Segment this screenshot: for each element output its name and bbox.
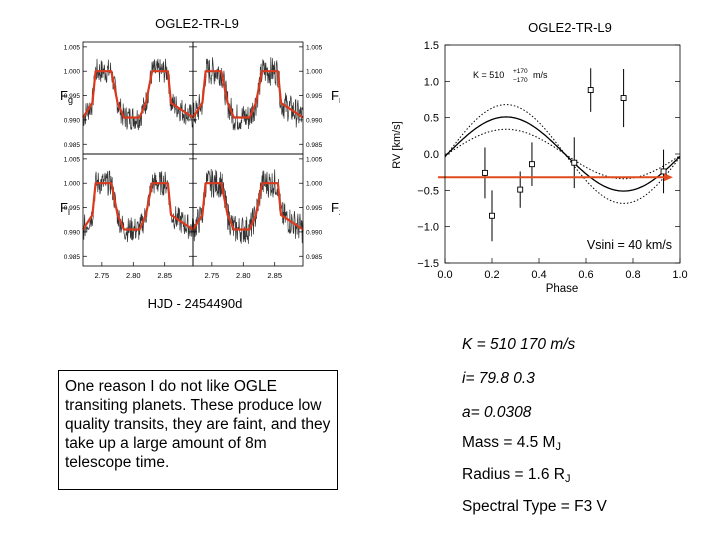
rv-data-point (481, 169, 488, 176)
lc-ytick-label: 0.985 (306, 142, 323, 149)
lc-ytick-label: 1.000 (64, 181, 81, 188)
lc-panel-frame (192, 153, 304, 267)
rv-ytick-label: 0.5 (424, 113, 439, 125)
rv-figure: OGLE2-TR-L9 1.51.00.50.0−0.5−1.0−1.50.0 0… (391, 20, 688, 295)
rv-ytick-label: 0.0 (424, 149, 439, 161)
rv-fit-upper (444, 104, 681, 204)
lc-xtick-label: 2.85 (267, 271, 282, 280)
lc-ytick-label: 1.005 (306, 44, 323, 51)
rv-fit-curve (444, 116, 681, 192)
lc-xlabel: HJD - 2454490d (148, 296, 243, 311)
lc-panel-label: Fg (60, 88, 73, 105)
lc-xtick-label: 2.85 (157, 271, 172, 280)
lc-panel-label: Fi (60, 200, 70, 217)
light-curve-figure: OGLE2-TR-L9 1.0051.0000.9950.9900.985Fg1… (60, 16, 340, 311)
lc-model-line (192, 70, 304, 119)
lc-ytick-label: 0.995 (64, 93, 81, 100)
lc-panel-fz: 1.005 1.000 0.995 0.990 0.985 Fz 2.75 2.80 2.85 (192, 153, 340, 280)
rv-ytick-label: 1.0 (424, 76, 439, 88)
rv-xtick-label: 0.2 (484, 269, 499, 281)
rv-data-point (571, 159, 578, 166)
rv-ytick-label: −0.5 (417, 185, 439, 197)
lc-data-series (82, 170, 194, 243)
lc-xtick-label: 2.80 (236, 271, 251, 280)
lc-title: OGLE2-TR-L9 (155, 16, 239, 31)
param-inclination: i= 79.8 0.3 (462, 370, 535, 387)
rv-data-point (517, 186, 524, 193)
lc-model-line (82, 182, 194, 231)
rv-ytick-label: −1.5 (417, 258, 439, 270)
rv-k-annotation: K = 510 (473, 70, 504, 80)
lc-ytick-label: 1.000 (64, 69, 81, 76)
rv-xtick-label: 0.6 (578, 269, 593, 281)
lc-ytick-label: 0.995 (306, 205, 323, 212)
rv-data-point (587, 87, 594, 94)
rv-k-annotation-minus: −170 (513, 77, 528, 84)
vsini-label: Vsini = 40 km/s (587, 238, 672, 252)
lc-ytick-label: 1.005 (306, 156, 323, 163)
param-radius: Radius = 1.6 RJ (462, 466, 571, 485)
rv-data-point (528, 161, 535, 168)
lc-ytick-label: 0.985 (306, 254, 323, 261)
rv-k-annotation-plus: +170 (513, 68, 528, 75)
lc-xtick-label: 2.80 (126, 271, 141, 280)
lc-ytick-label: 0.990 (306, 229, 323, 236)
rv-ytick-label: −1.0 (417, 222, 439, 234)
rv-xlabel: Phase (546, 283, 579, 295)
rv-plot: 1.51.00.50.0−0.5−1.0−1.50.0 0.2 0.4 0.6 0.8 1… (417, 40, 687, 281)
lc-xtick-label: 2.75 (205, 271, 220, 280)
lc-model-line (82, 70, 194, 119)
lc-panel-frame (82, 153, 194, 267)
rv-k-annotation-unit: m/s (533, 70, 548, 80)
param-spectral-type: Spectral Type = F3 V (462, 498, 607, 515)
lc-data-series (192, 168, 304, 244)
lc-ytick-label: 0.990 (306, 117, 323, 124)
lc-ytick-label: 1.005 (64, 156, 81, 163)
lc-ytick-label: 1.000 (306, 181, 323, 188)
lc-panel-fg: 1.005 1.000 0.995 0.990 0.985 Fg (60, 41, 194, 155)
rv-ytick-label: 1.5 (424, 40, 439, 52)
lc-ytick-label: 1.005 (64, 44, 81, 51)
lc-ytick-label: 0.985 (64, 142, 81, 149)
lc-model-line (192, 182, 304, 231)
lc-ytick-label: 0.985 (64, 254, 81, 261)
rv-xtick-label: 0.4 (531, 269, 546, 281)
lc-ytick-label: 0.995 (306, 93, 323, 100)
comment-box: One reason I do not like OGLE transiting… (58, 370, 338, 490)
param-k: K = 510 170 m/s (462, 336, 576, 353)
rv-fit-lower (444, 128, 681, 180)
lc-panel-fr: 1.005 1.000 0.995 0.990 0.985 Fr (192, 41, 340, 155)
lc-ytick-label: 0.995 (64, 205, 81, 212)
lc-panel-fi: 1.005 1.000 0.995 0.990 0.985 Fi 2.75 2.80 2.85 (60, 153, 194, 280)
lc-ytick-label: 0.990 (64, 229, 81, 236)
lc-panels: 1.005 1.000 0.995 0.990 0.985 Fg 1.005 1.000 0.9… (60, 41, 340, 280)
param-mass: Mass = 4.5 MJ (462, 434, 561, 453)
lc-data-series (192, 57, 304, 131)
rv-title: OGLE2-TR-L9 (528, 20, 612, 35)
vsini-arrowhead (663, 173, 673, 182)
rv-xtick-label: 0.8 (625, 269, 640, 281)
lc-ytick-label: 0.990 (64, 117, 81, 124)
rv-data-point (660, 168, 667, 175)
rv-ylabel: RV [km/s] (391, 121, 403, 168)
rv-xtick-label: 0.0 (437, 269, 452, 281)
rv-data-point (620, 95, 627, 101)
lc-xtick-label: 2.75 (95, 271, 110, 280)
lc-panel-label: Fz (331, 200, 340, 217)
comment-text: One reason I do not like OGLE transiting… (65, 378, 331, 471)
lc-panel-label: Fr (331, 88, 340, 105)
param-semi-major-axis: a= 0.0308 (462, 404, 532, 421)
lc-ytick-label: 1.000 (306, 69, 323, 76)
rv-xtick-label: 1.0 (672, 269, 687, 281)
lc-data-series (82, 58, 194, 131)
rv-data-point (489, 212, 495, 219)
